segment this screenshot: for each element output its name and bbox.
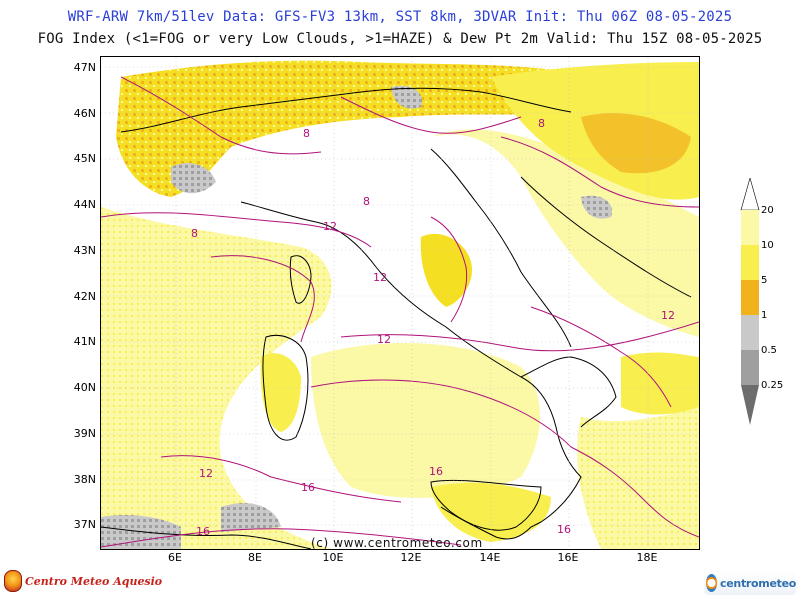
haze-adriatic <box>431 129 699 337</box>
lat-label: 41N <box>73 335 96 348</box>
gray-alps-1 <box>171 162 216 194</box>
gray-south-2 <box>221 503 281 532</box>
contour-label: 8 <box>363 195 370 208</box>
sicily-haze <box>431 482 551 542</box>
legend-label: 10 <box>761 240 774 251</box>
alps-band <box>116 60 571 197</box>
legend-label: 0.5 <box>761 345 777 356</box>
dewpoint-contours <box>101 76 699 548</box>
contour-label: 12 <box>323 220 337 233</box>
color-legend: 20 10 5 1 0.5 0.25 <box>736 176 796 428</box>
haze-tyrrhenian <box>311 343 540 498</box>
lon-label: 18E <box>636 551 658 564</box>
logo-emblem-icon <box>4 570 22 592</box>
sardinia-haze <box>260 353 301 432</box>
lat-label: 47N <box>73 61 96 74</box>
logo-right-text: centrometeo <box>720 576 796 590</box>
italy-coast <box>240 148 617 540</box>
lon-label: 14E <box>479 551 501 564</box>
legend-bar <box>740 176 760 425</box>
contour-label: 8 <box>303 127 310 140</box>
logo-ring-icon <box>706 574 718 592</box>
contour-label: 16 <box>196 525 210 538</box>
fog-index-map: 12 12 12 12 16 16 16 8 8 8 8 12 16 <box>100 56 700 550</box>
legend-label: 0.25 <box>761 380 784 391</box>
gray-balkan <box>581 195 612 219</box>
model-info-title: WRF-ARW 7km/51lev Data: GFS-FV3 13km, SS… <box>67 9 733 25</box>
contour-label: 12 <box>373 271 387 284</box>
lat-label: 38N <box>73 473 96 486</box>
contour-labels: 12 12 12 12 16 16 16 8 8 8 8 12 16 <box>191 117 675 538</box>
product-title: FOG Index (<1=FOG or very Low Clouds, >1… <box>37 31 763 47</box>
haze-ionian <box>577 407 699 549</box>
logo-left-text: Centro Meteo Aquesio <box>25 574 163 588</box>
lon-label: 8E <box>248 551 262 564</box>
sicily <box>430 479 542 531</box>
lat-label: 37N <box>73 518 96 531</box>
legend-label: 20 <box>761 205 774 216</box>
centrometeo-logo[interactable]: centrometeo <box>704 571 796 595</box>
apennine-yellow <box>420 233 472 307</box>
lat-label: 45N <box>73 152 96 165</box>
haze-south-east <box>621 352 699 415</box>
map-canvas: 12 12 12 12 16 16 16 8 8 8 8 12 16 <box>101 57 699 549</box>
contour-label: 16 <box>429 465 443 478</box>
lat-label: 40N <box>73 381 96 394</box>
lat-label: 42N <box>73 290 96 303</box>
corsica <box>289 255 312 304</box>
lon-label: 10E <box>322 551 344 564</box>
legend-label: 5 <box>761 275 768 286</box>
africa-coast <box>101 526 312 549</box>
lat-label: 43N <box>73 244 96 257</box>
haze-west-sea <box>101 207 332 549</box>
contour-label: 12 <box>661 309 675 322</box>
lat-label: 46N <box>73 107 96 120</box>
lat-label: 44N <box>73 198 96 211</box>
lat-label: 39N <box>73 427 96 440</box>
contour-label: 8 <box>191 227 198 240</box>
alpine-border <box>120 87 572 133</box>
centro-meteo-aquesio-logo[interactable]: Centro Meteo Aquesio <box>4 570 162 592</box>
lon-label: 12E <box>400 551 422 564</box>
legend-label: 1 <box>761 310 768 321</box>
contour-label: 12 <box>377 333 391 346</box>
contour-label: 12 <box>199 467 213 480</box>
contour-label: 16 <box>301 481 315 494</box>
balkan-coast <box>520 176 692 298</box>
contour-label: 8 <box>538 117 545 130</box>
sardinia <box>262 334 309 441</box>
gray-alps-2 <box>391 85 422 109</box>
coastlines <box>101 87 692 549</box>
balkan-orange <box>581 113 691 174</box>
copyright-watermark: (c) www.centrometeo.com <box>311 536 483 550</box>
contour-label: 16 <box>557 523 571 536</box>
lon-label: 6E <box>168 551 182 564</box>
lon-label: 16E <box>557 551 579 564</box>
